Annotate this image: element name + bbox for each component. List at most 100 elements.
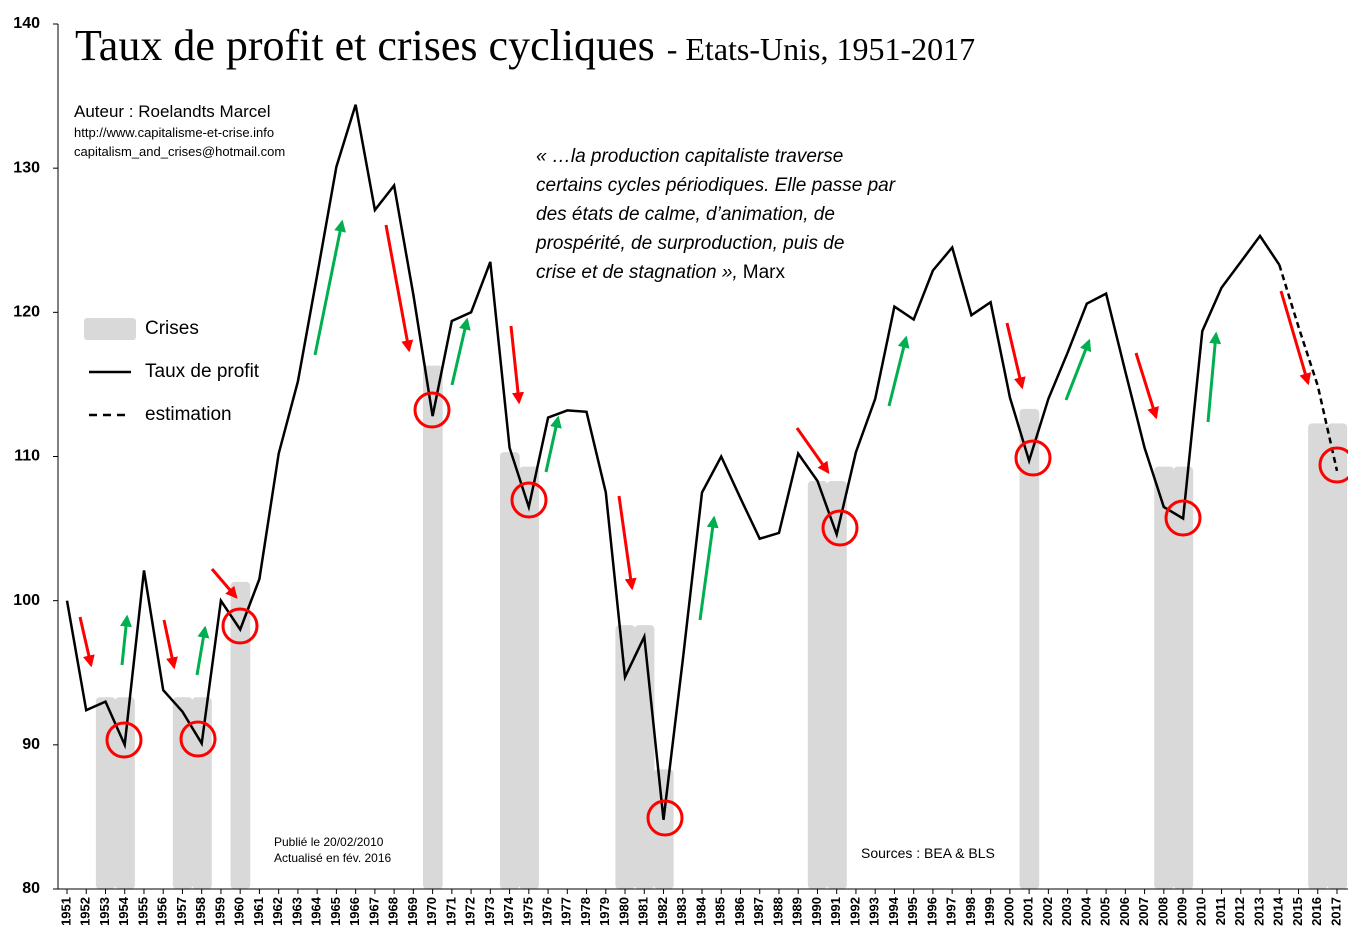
x-tick-label: 2006 xyxy=(1117,897,1132,926)
x-tick-label: 1971 xyxy=(443,897,458,926)
crisis-bar xyxy=(1327,423,1348,889)
quote-line: « …la production capitaliste traverse xyxy=(536,146,843,167)
x-tick-label: 1995 xyxy=(905,897,920,926)
x-tick-label: 2011 xyxy=(1213,897,1228,925)
x-tick-label: 1958 xyxy=(193,897,208,926)
crisis-bar xyxy=(422,365,443,889)
crisis-bar xyxy=(230,581,251,889)
x-tick-label: 1951 xyxy=(58,897,73,926)
x-tick-label: 1993 xyxy=(867,897,882,926)
crisis-bar xyxy=(1019,408,1040,889)
x-tick-label: 2007 xyxy=(1136,897,1151,926)
x-tick-label: 1978 xyxy=(578,897,593,926)
x-tick-label: 1977 xyxy=(559,897,574,926)
crisis-bar xyxy=(653,769,674,889)
legend-swatch xyxy=(84,318,136,340)
x-tick-label: 1994 xyxy=(886,896,901,926)
quote-line: des états de calme, d’animation, de xyxy=(536,204,835,225)
x-tick-label: 1986 xyxy=(732,897,747,926)
up-arrows xyxy=(120,219,1222,676)
crisis-bar xyxy=(519,466,539,889)
quote-text: prospérité, de surproduction, puis de xyxy=(535,233,844,254)
quote-text: certains cycles périodiques. Elle passe … xyxy=(536,175,896,196)
y-tick-label: 140 xyxy=(13,15,40,32)
crisis-bar xyxy=(95,697,116,889)
y-tick-label: 110 xyxy=(14,448,40,465)
crisis-bar xyxy=(499,452,520,889)
published: Publié le 20/02/2010 xyxy=(274,835,384,849)
x-tick-label: 2005 xyxy=(1098,897,1113,926)
x-tick-label: 1980 xyxy=(616,897,631,926)
x-tick-label: 1955 xyxy=(135,897,150,926)
x-tick-label: 1982 xyxy=(655,897,670,926)
x-tick-label: 1969 xyxy=(405,897,420,926)
x-tick-label: 1996 xyxy=(924,897,939,926)
x-tick-label: 2004 xyxy=(1078,896,1093,926)
x-tick-label: 1965 xyxy=(328,897,343,926)
x-tick-label: 2010 xyxy=(1194,897,1209,926)
x-tick-label: 1953 xyxy=(97,897,112,926)
x-tick-label: 2003 xyxy=(1059,897,1074,926)
x-tick-label: 1972 xyxy=(463,897,478,926)
x-tick-label: 1960 xyxy=(232,897,247,926)
x-tick-label: 2000 xyxy=(1001,897,1016,926)
profit-line xyxy=(1278,264,1339,472)
x-tick-label: 1957 xyxy=(174,897,189,926)
x-tick-label: 1961 xyxy=(251,897,266,926)
plot-area xyxy=(65,104,1348,889)
x-tick-label: 1975 xyxy=(520,897,535,926)
x-tick-label: 2014 xyxy=(1271,896,1286,926)
quote-line: certains cycles périodiques. Elle passe … xyxy=(536,175,896,196)
y-tick-label: 90 xyxy=(22,736,40,753)
x-tick-label: 1973 xyxy=(482,897,497,926)
y-tick-label: 120 xyxy=(13,304,40,321)
x-tick-label: 2002 xyxy=(1040,897,1055,926)
x-tick-label: 1962 xyxy=(270,897,285,926)
chart-title: Taux de profit et crises cycliques xyxy=(75,21,655,70)
quote-attribution: Marx xyxy=(743,262,786,283)
x-tick-label: 1976 xyxy=(539,897,554,926)
crisis-bar xyxy=(172,697,193,889)
crisis-bar xyxy=(827,481,847,889)
x-tick-label: 1959 xyxy=(212,897,227,926)
y-tick-label: 130 xyxy=(13,159,40,176)
y-tick-label: 80 xyxy=(22,880,40,897)
x-tick-label: 1964 xyxy=(309,896,324,926)
x-tick-label: 2016 xyxy=(1309,897,1324,926)
profit-line xyxy=(65,104,1281,820)
x-tick-label: 1974 xyxy=(501,896,516,926)
crisis-bar xyxy=(1154,466,1174,889)
x-tick-label: 1999 xyxy=(982,897,997,926)
x-tick-label: 1988 xyxy=(770,897,785,926)
chart-subtitle: - Etats-Unis, 1951-2017 xyxy=(667,31,975,67)
down-arrows xyxy=(78,224,1312,670)
quote-line: crise et de stagnation », Marx xyxy=(536,262,785,283)
crisis-bar xyxy=(634,625,655,889)
x-tick-label: 1952 xyxy=(78,897,93,926)
quote-text: des états de calme, d’animation, de xyxy=(536,204,835,225)
x-tick-label: 2012 xyxy=(1232,897,1247,926)
legend: Crises Taux de profit estimation xyxy=(84,318,260,425)
x-tick-label: 2017 xyxy=(1328,897,1343,926)
x-tick-label: 2015 xyxy=(1290,897,1305,926)
legend-label: Taux de profit xyxy=(145,361,260,382)
annotations xyxy=(78,219,1348,837)
x-tick-label: 1997 xyxy=(944,897,959,926)
x-tick-label: 1991 xyxy=(828,897,843,926)
crisis-bar xyxy=(1173,466,1194,889)
x-tick-label: 1979 xyxy=(597,897,612,926)
updated: Actualisé en fév. 2016 xyxy=(274,851,392,865)
x-tick-label: 1998 xyxy=(963,897,978,926)
x-tick-label: 1956 xyxy=(155,897,170,926)
crisis-bar xyxy=(807,481,828,889)
author: Auteur : Roelandts Marcel xyxy=(74,102,271,121)
quote-line: prospérité, de surproduction, puis de xyxy=(535,233,844,254)
x-tick-label: 1967 xyxy=(366,897,381,926)
x-tick-label: 1963 xyxy=(289,897,304,926)
x-tick-label: 1987 xyxy=(751,897,766,926)
x-tick-label: 1984 xyxy=(693,896,708,926)
crisis-bar xyxy=(192,697,212,889)
x-tick-label: 1992 xyxy=(847,897,862,926)
legend-label: Crises xyxy=(145,318,199,339)
crisis-circles xyxy=(105,391,1348,837)
